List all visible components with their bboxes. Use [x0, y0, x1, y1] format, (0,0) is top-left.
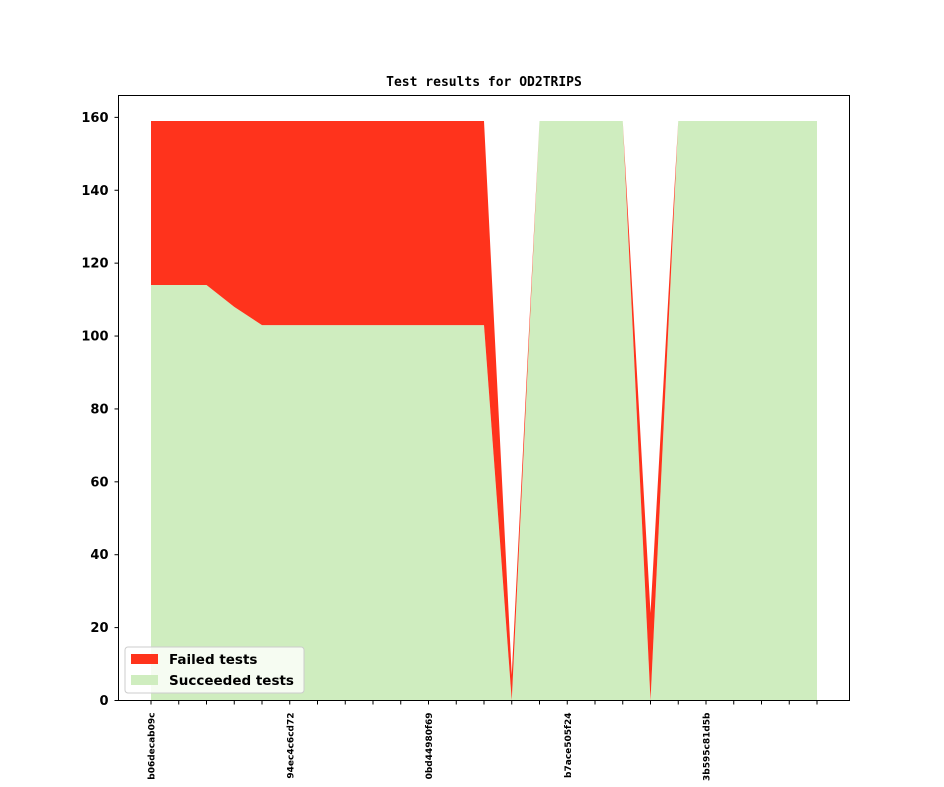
x-axis: b06decab09c 94ec4c6cd72 0bd44980f69 b7ace50… [148, 700, 818, 781]
x-tick-label: b7ace505f24 [564, 713, 574, 778]
x-tick-label: b06decab09c [148, 713, 158, 780]
chart-areas [151, 121, 817, 701]
legend-swatch [131, 654, 158, 664]
y-tick-label: 100 [81, 330, 108, 345]
y-tick-label: 40 [90, 548, 108, 563]
legend: Failed tests Succeeded tests [124, 646, 305, 694]
plot-frame [118, 95, 850, 701]
x-tick-label: 3b595c81d5b [703, 712, 713, 781]
y-axis: 0 20 40 60 80 100 120 140 160 [81, 111, 119, 709]
y-tick-label: 60 [90, 475, 108, 490]
y-tick-label: 120 [81, 257, 108, 272]
legend-label: Succeeded tests [169, 673, 294, 689]
y-tick-label: 80 [90, 402, 108, 417]
y-tick-label: 0 [99, 694, 108, 709]
legend-swatch [131, 675, 158, 685]
legend-label: Failed tests [169, 652, 257, 668]
y-tick-label: 20 [90, 621, 108, 636]
x-tick-label: 94ec4c6cd72 [286, 713, 296, 779]
x-tick-label: 0bd44980f69 [425, 713, 435, 780]
chart-title: Test results for OD2TRIPS [386, 75, 582, 90]
legend-box [124, 646, 305, 694]
y-tick-label: 140 [81, 184, 108, 199]
y-tick-label: 160 [81, 111, 108, 126]
succeeded-tests-area [151, 121, 817, 701]
failed-tests-area [151, 121, 817, 701]
